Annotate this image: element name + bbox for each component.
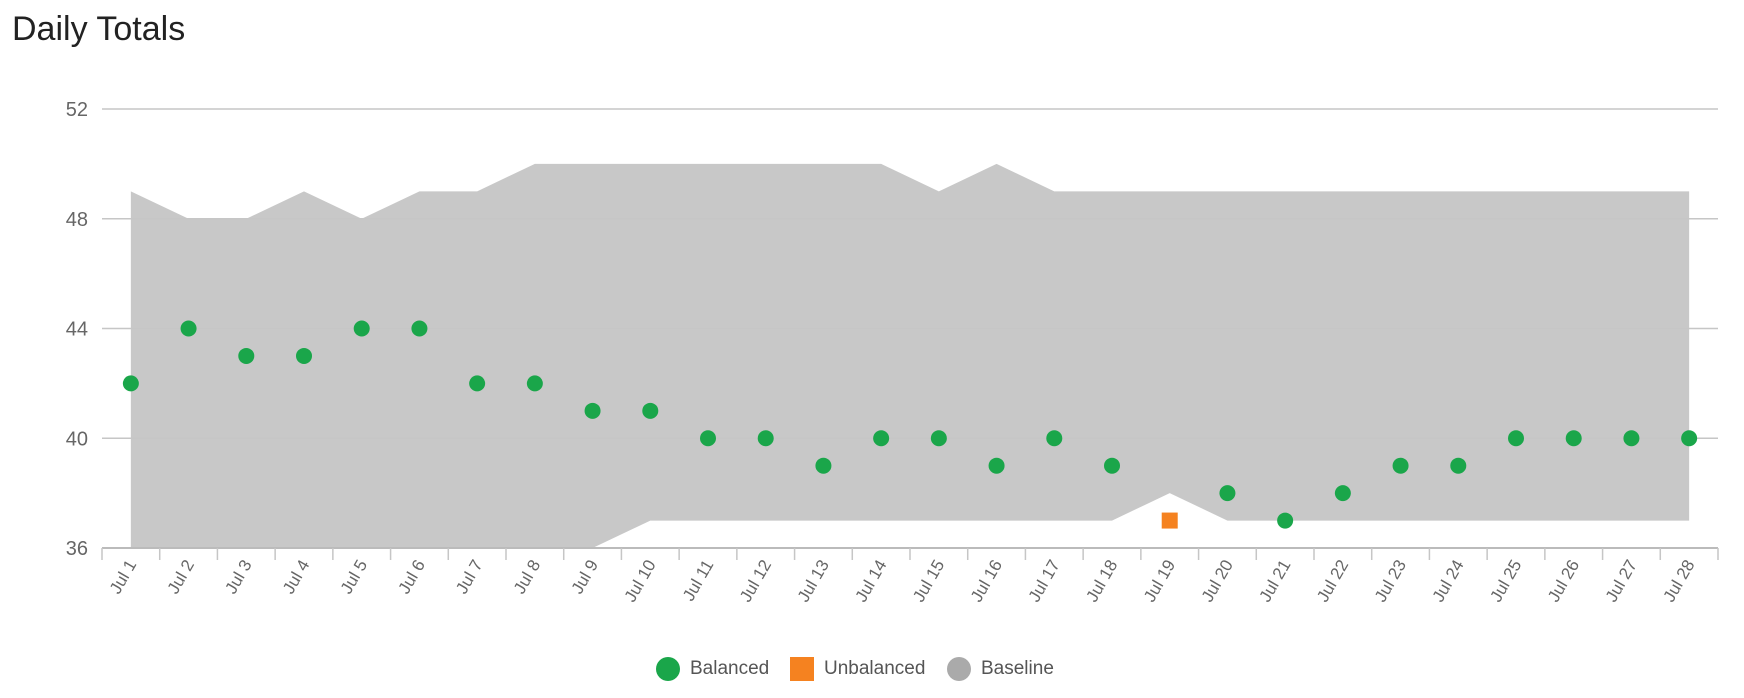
- x-tick-label: Jul 9: [568, 557, 602, 598]
- point-balanced: [526, 375, 543, 392]
- x-tick-label: Jul 4: [279, 557, 313, 598]
- x-tick-label: Jul 17: [1025, 557, 1064, 606]
- point-balanced: [238, 347, 255, 364]
- x-tick-label: Jul 1: [106, 557, 140, 598]
- x-tick-label: Jul 6: [394, 557, 428, 598]
- x-tick-label: Jul 24: [1429, 557, 1468, 606]
- y-tick-label: 44: [66, 319, 88, 341]
- x-tick-label: Jul 11: [679, 557, 718, 605]
- x-tick-label: Jul 2: [164, 557, 198, 598]
- x-tick-label: Jul 20: [1198, 557, 1237, 606]
- x-tick-label: Jul 15: [909, 557, 948, 606]
- x-tick-label: Jul 27: [1602, 557, 1641, 606]
- x-tick-label: Jul 3: [221, 557, 255, 598]
- x-tick-label: Jul 22: [1313, 557, 1352, 606]
- point-balanced: [1623, 430, 1640, 447]
- x-tick-label: Jul 19: [1140, 557, 1179, 606]
- point-balanced: [1104, 457, 1120, 474]
- x-tick-label: Jul 10: [621, 557, 660, 606]
- point-balanced: [1450, 457, 1467, 474]
- point-balanced: [1277, 512, 1294, 529]
- point-balanced: [700, 430, 716, 447]
- point-balanced: [873, 430, 890, 447]
- point-balanced: [469, 375, 486, 392]
- point-balanced: [988, 457, 1005, 474]
- point-balanced: [1392, 457, 1409, 474]
- baseline-band: [130, 163, 1690, 548]
- x-tick-label: Jul 7: [452, 557, 486, 598]
- point-balanced: [296, 347, 312, 364]
- x-tick-label: Jul 13: [794, 557, 833, 606]
- point-balanced: [122, 375, 139, 392]
- y-tick-label: 48: [66, 209, 88, 231]
- x-tick-label: Jul 25: [1486, 557, 1525, 606]
- point-balanced: [757, 430, 774, 447]
- y-tick-label: 36: [66, 538, 88, 560]
- point-balanced: [1046, 430, 1063, 447]
- point-balanced: [930, 430, 947, 447]
- x-tick-label: Jul 14: [851, 557, 890, 606]
- point-balanced: [353, 320, 370, 337]
- x-tick-label: Jul 26: [1544, 557, 1583, 606]
- x-tick-label: Jul 21: [1255, 557, 1294, 606]
- x-tick-label: Jul 5: [337, 557, 371, 598]
- x-tick-label: Jul 23: [1371, 557, 1410, 606]
- chart-title: Daily Totals: [12, 10, 186, 48]
- point-balanced: [1334, 485, 1351, 502]
- point-balanced: [815, 457, 832, 474]
- x-tick-label: Jul 8: [510, 557, 544, 598]
- point-balanced: [180, 320, 197, 337]
- x-tick-label: Jul 12: [736, 557, 775, 606]
- point-balanced: [1219, 485, 1236, 502]
- point-balanced: [1508, 430, 1524, 447]
- point-unbalanced: [1161, 512, 1178, 529]
- x-tick-label: Jul 28: [1659, 557, 1698, 606]
- x-tick-label: Jul 18: [1082, 557, 1121, 606]
- point-balanced: [1565, 430, 1582, 447]
- y-tick-label: 52: [66, 99, 88, 121]
- point-balanced: [1681, 430, 1698, 447]
- point-balanced: [584, 402, 601, 419]
- point-balanced: [642, 402, 659, 419]
- point-balanced: [411, 320, 428, 337]
- x-tick-label: Jul 16: [967, 557, 1006, 606]
- y-tick-label: 40: [66, 428, 88, 450]
